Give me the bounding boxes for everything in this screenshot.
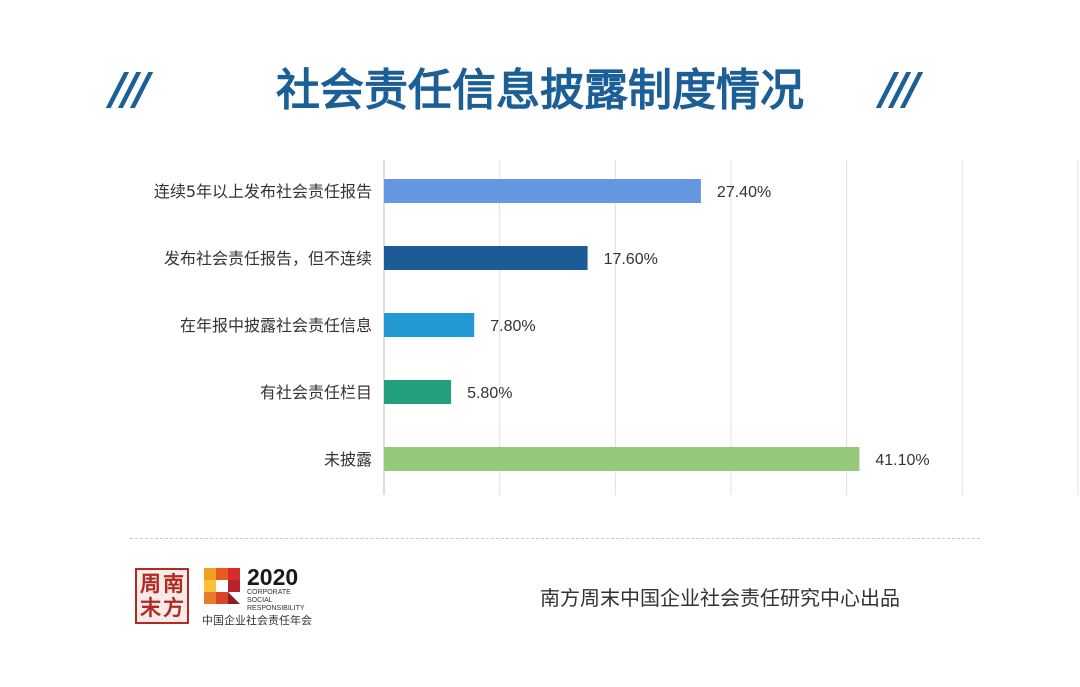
csr-words: CORPORATE SOCIAL RESPONSIBILITY [247,589,305,613]
csr-word: SOCIAL [247,597,273,604]
csr-event-name: 中国企业社会责任年会 [202,614,312,627]
seal-char: 南 [163,571,184,596]
bar [384,179,701,203]
value-label: 5.80% [467,385,512,402]
seal-char: 周 [140,571,161,596]
csr-year: 2020 [247,564,299,590]
category-label: 有社会责任栏目 [260,383,372,402]
footer: 周 南 末 方 2020 CORPORATE SOCIAL RESPONSIBI… [0,560,1080,640]
seal-char: 方 [163,595,184,620]
category-label: 未披露 [324,450,372,469]
slash-decoration-right: /// [880,64,920,115]
category-label: 连续5年以上发布社会责任报告 [154,182,372,201]
footer-divider [130,538,980,539]
bar [384,447,860,471]
category-label: 在年报中披露社会责任信息 [180,316,372,335]
chart-title: 社会责任信息披露制度情况 [276,65,804,116]
footer-credit: 南方周末中国企业社会责任研究中心出品 [540,586,900,610]
bar [384,380,452,404]
csr-logo-icon [204,568,240,604]
csr-word: CORPORATE [247,589,291,596]
bar [384,313,475,337]
bar [384,246,588,270]
value-label: 27.40% [717,184,771,201]
slash-decoration-left: /// [110,64,150,115]
nanfang-weekend-seal-logo: 周 南 末 方 [135,568,189,624]
category-label: 发布社会责任报告，但不连续 [164,249,372,268]
value-label: 7.80% [490,318,535,335]
csr-word: RESPONSIBILITY [247,605,305,612]
bar-chart: 连续5年以上发布社会责任报告 27.40% 发布社会责任报告，但不连续 17.60% 在… [154,160,1079,495]
value-label: 41.10% [875,452,929,469]
header: /// 社会责任信息披露制度情况 /// [0,40,1080,140]
value-label: 17.60% [604,251,658,268]
seal-char: 末 [140,595,161,620]
